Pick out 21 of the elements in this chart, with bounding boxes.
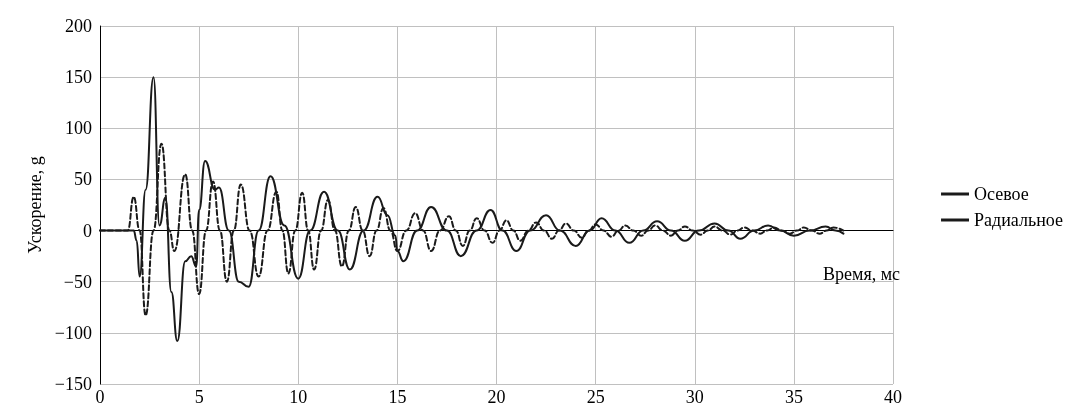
legend-label: Осевое bbox=[974, 184, 1029, 204]
y-axis-title: Ускорение, g bbox=[24, 156, 45, 254]
y-tick-label: 0 bbox=[83, 220, 92, 241]
y-tick-label: −50 bbox=[63, 271, 92, 292]
y-tick-label: −100 bbox=[54, 322, 92, 343]
y-tick-label: 150 bbox=[65, 67, 92, 88]
x-tick-label: 10 bbox=[289, 387, 308, 407]
x-axis-title: Время, мс bbox=[823, 263, 901, 284]
x-tick-label: 20 bbox=[487, 387, 506, 407]
x-tick-label: 15 bbox=[388, 387, 407, 407]
y-tick-label: −150 bbox=[54, 374, 92, 394]
x-tick-label: 0 bbox=[95, 387, 105, 407]
y-tick-label: 100 bbox=[65, 118, 92, 139]
x-tick-label: 35 bbox=[784, 387, 803, 407]
y-tick-label: 200 bbox=[65, 16, 92, 36]
x-tick-label: 5 bbox=[194, 387, 204, 407]
y-tick-label: 50 bbox=[74, 169, 92, 190]
legend-label: Радиальное bbox=[974, 210, 1064, 230]
x-tick-label: 30 bbox=[685, 387, 704, 407]
x-tick-label: 25 bbox=[586, 387, 605, 407]
x-tick-label: 40 bbox=[884, 387, 902, 407]
